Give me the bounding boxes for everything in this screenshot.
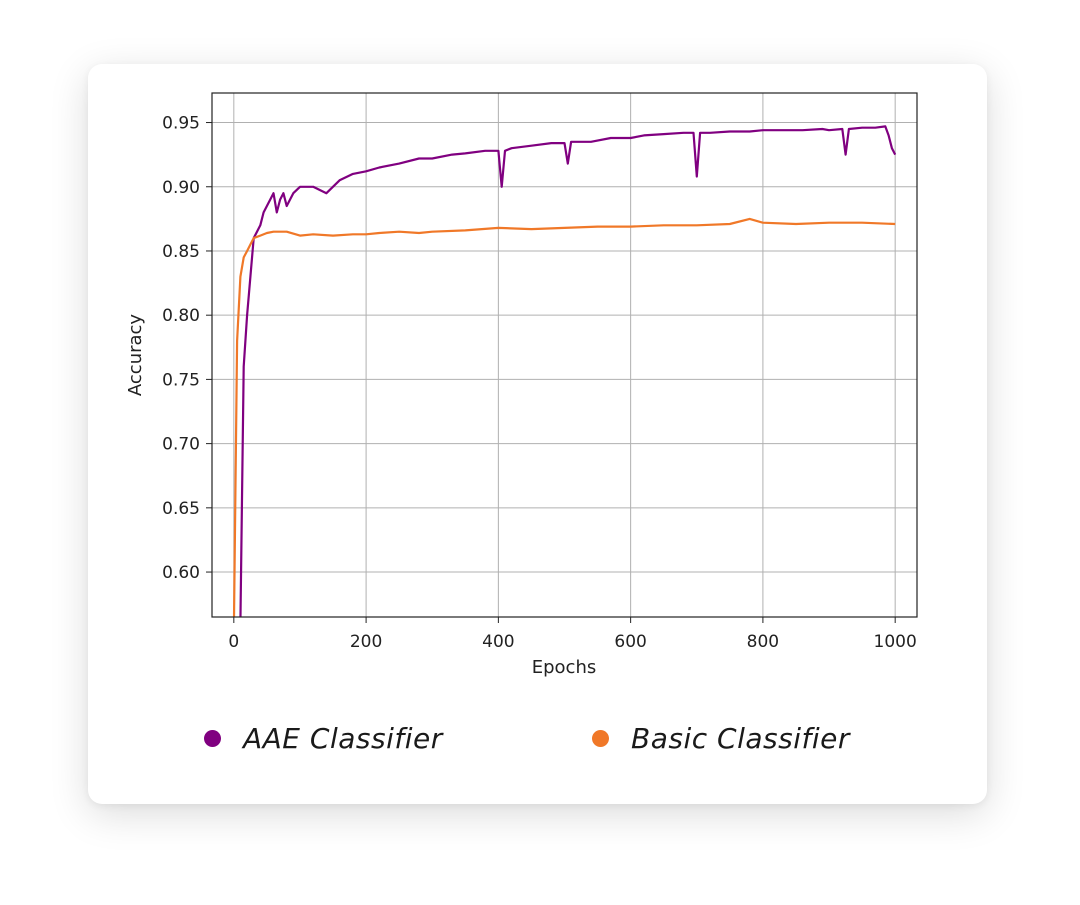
y-tick-label: 0.70 [162, 435, 200, 455]
series-line-basic-classifier [232, 217, 896, 617]
x-axis-label: Epochs [532, 657, 597, 678]
y-tick-label: 0.85 [162, 242, 200, 262]
y-tick-label: 0.60 [162, 563, 200, 583]
y-axis-ticks: 0.60 0.65 0.70 0.75 0.80 0.85 0.90 0.95 [162, 114, 212, 583]
y-tick-label: 0.80 [162, 306, 200, 326]
x-tick-label: 600 [614, 632, 646, 652]
y-tick-label: 0.90 [162, 178, 200, 198]
y-tick-label: 0.95 [162, 114, 200, 134]
x-axis-ticks: 0 200 400 600 800 1000 [228, 617, 917, 652]
x-tick-label: 1000 [874, 632, 917, 652]
x-tick-label: 200 [350, 632, 382, 652]
x-tick-label: 0 [228, 632, 239, 652]
y-tick-label: 0.65 [162, 499, 200, 519]
chart-card [88, 64, 987, 804]
y-tick-label: 0.75 [162, 370, 200, 390]
x-tick-label: 400 [482, 632, 514, 652]
series-layer [232, 125, 897, 617]
series-line-aae-classifier [239, 125, 897, 617]
y-axis-label: Accuracy [125, 314, 146, 397]
grid-lines [212, 93, 917, 617]
x-tick-label: 800 [747, 632, 779, 652]
plot-frame [211, 92, 918, 618]
